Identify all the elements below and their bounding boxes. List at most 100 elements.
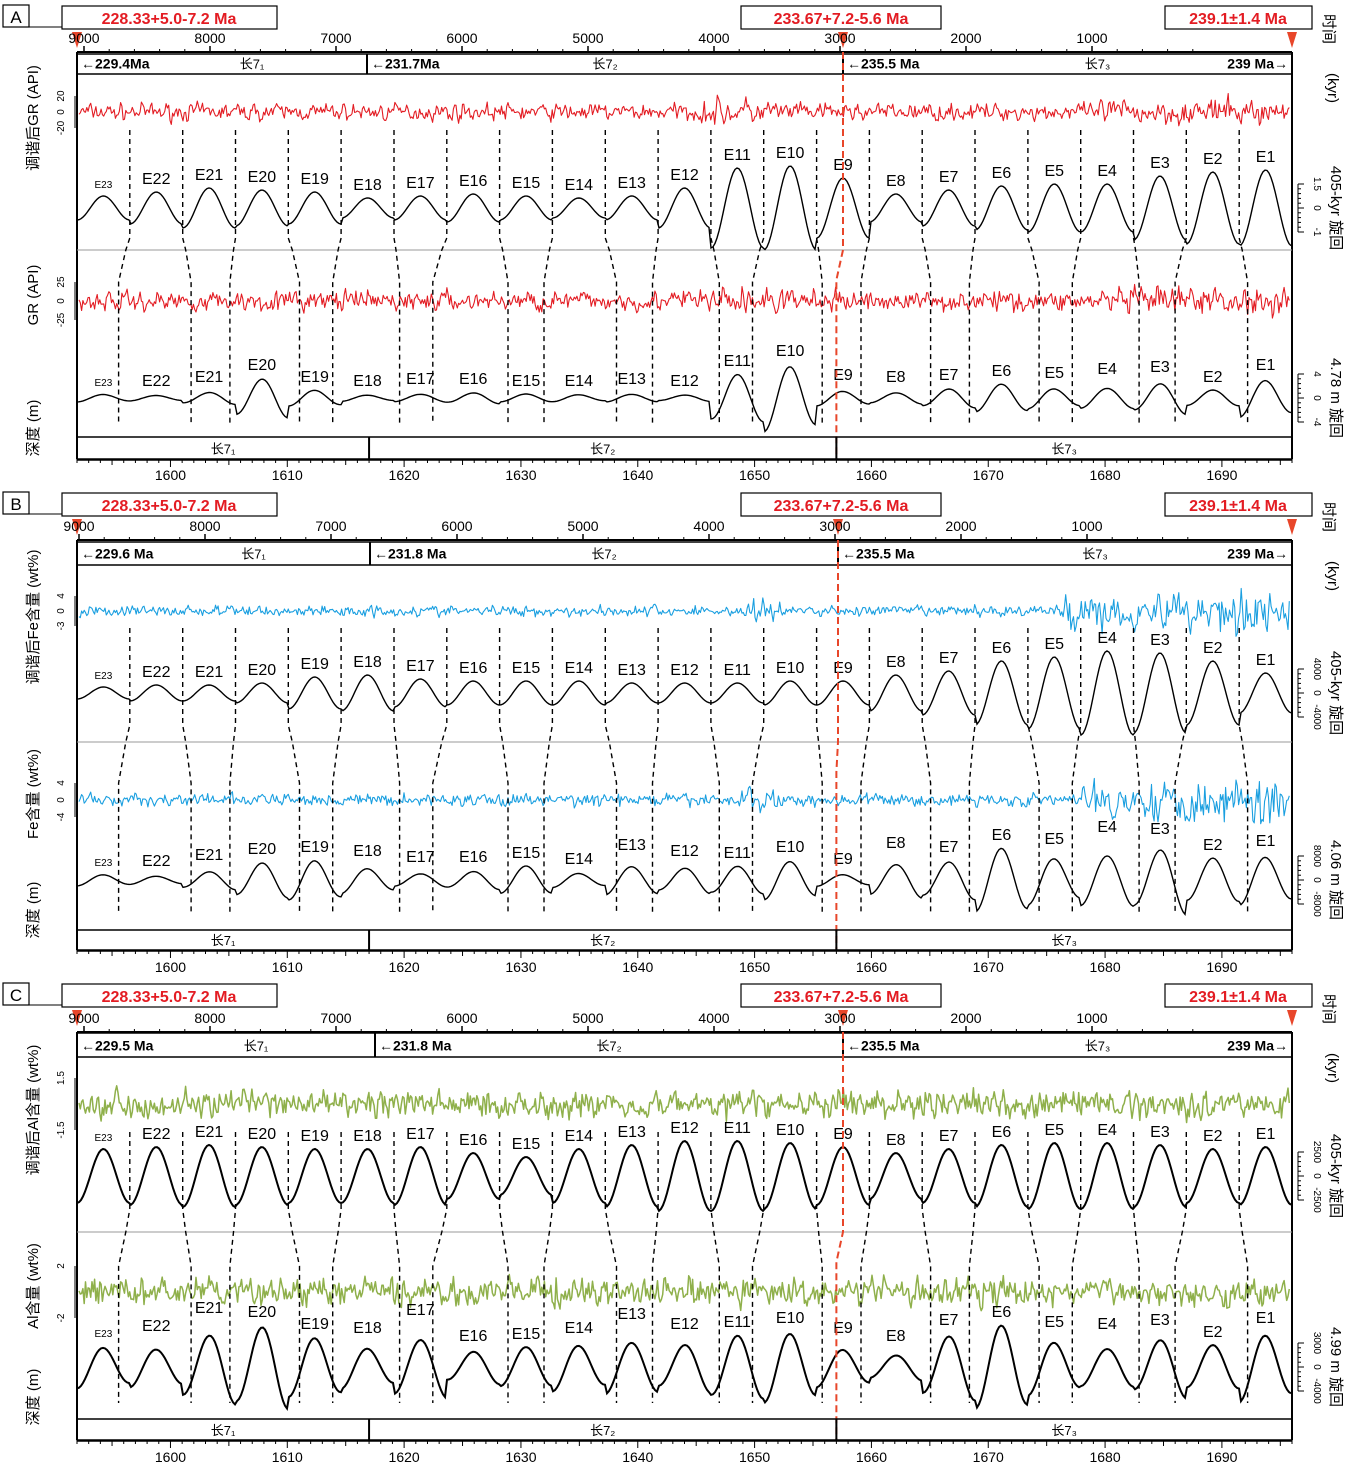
depth-tick-label: 1620 xyxy=(389,1449,420,1465)
cycle-correlation-line xyxy=(543,130,554,424)
unit-age-label: ←229.6 Ma xyxy=(81,546,154,562)
cycle-label-depth: E18 xyxy=(353,843,382,860)
cycle-correlation-line xyxy=(117,1132,131,1403)
depth-unit-name: 长7₃ xyxy=(1051,933,1077,948)
time-axis-unit: (kyr) xyxy=(1324,1053,1341,1083)
cycle-correlation-line xyxy=(1071,130,1082,424)
depth-tick-label: 1680 xyxy=(1089,959,1120,975)
depth-tick-label: 1670 xyxy=(973,959,1004,975)
red-age-label: 239.1±1.4 Ma xyxy=(1189,11,1287,28)
cycle-label-depth: E23 xyxy=(95,378,113,389)
time-tick-label: 6000 xyxy=(446,1010,477,1026)
unit-age-label: ←235.5 Ma xyxy=(847,1037,920,1053)
cycle-label-depth: E5 xyxy=(1044,365,1064,382)
unit-age-label: ←231.8 Ma xyxy=(374,546,447,562)
time-axis-title: 时间 xyxy=(1320,502,1337,532)
age-arrow-icon xyxy=(838,32,848,48)
cycle-correlation-line xyxy=(815,628,823,912)
depth-unit-bar xyxy=(76,1418,1293,1441)
time-tick-label: 7000 xyxy=(315,518,346,534)
cycle-label-tuned: E21 xyxy=(195,167,224,184)
cycle-label-tuned: E14 xyxy=(565,660,594,677)
cycle-label-depth: E21 xyxy=(195,847,224,864)
cycle-correlation-line xyxy=(1174,1132,1187,1403)
cycle-correlation-line xyxy=(182,1132,192,1403)
depth-tick-label: 1690 xyxy=(1206,1449,1237,1465)
cycle-correlation-line xyxy=(287,1132,301,1403)
tuned-signal-tick-label: 4 xyxy=(56,593,67,599)
panel-b: B 228.33+5.0-7.2 Ma 233.67+7.2-5.6 Ma 239.1… xyxy=(2,491,1344,975)
cycle-label-tuned: E19 xyxy=(300,656,329,673)
cycle-label-depth: E20 xyxy=(248,357,277,374)
panel-letter: C xyxy=(10,986,22,1005)
depth-tick-label: 1610 xyxy=(272,467,303,483)
cycle-label-tuned: E6 xyxy=(992,165,1012,182)
cycle-label-tuned: E11 xyxy=(724,662,751,679)
cycle-correlation-line xyxy=(604,1132,618,1403)
red-age-label: 233.67+7.2-5.6 Ma xyxy=(774,989,909,1006)
tuned-signal-line xyxy=(78,587,1290,637)
cycle-label-depth: E8 xyxy=(886,369,906,386)
unit-age-label: ←235.5 Ma xyxy=(847,55,920,71)
cycle-label-tuned: E5 xyxy=(1044,1122,1064,1139)
depth-tick-label: 1680 xyxy=(1089,1449,1120,1465)
cycle-label-tuned: E17 xyxy=(406,658,435,675)
cycle-correlation-line xyxy=(287,130,301,424)
cycle-label-depth: E20 xyxy=(248,1304,277,1321)
unit-name: 长7₂ xyxy=(591,547,616,562)
cycle-label-tuned: E2 xyxy=(1203,640,1223,657)
cycle-label-tuned: E14 xyxy=(565,1128,594,1145)
panel-c: C 228.33+5.0-7.2 Ma 233.67+7.2-5.6 Ma 239.1… xyxy=(2,982,1344,1465)
panel-letter-box xyxy=(2,4,30,28)
cycle-label-depth: E15 xyxy=(512,373,541,390)
cycle-correlation-line xyxy=(651,1132,659,1403)
cycle-label-depth: E18 xyxy=(353,1320,382,1337)
unit-name: 长7₂ xyxy=(596,1038,621,1053)
cycle-correlation-line xyxy=(332,628,342,912)
cycle-label-tuned: E8 xyxy=(886,654,906,671)
time-tick-label: 3000 xyxy=(819,518,850,534)
unit-age-label: ←229.5 Ma xyxy=(81,1037,154,1053)
cycle-correlation-line xyxy=(1027,1132,1040,1403)
time-axis-title: 时间 xyxy=(1320,14,1337,44)
cycle-label-depth: E6 xyxy=(992,363,1012,380)
cycle-label-depth: E14 xyxy=(565,1320,594,1337)
cycle-label-depth: E14 xyxy=(565,851,594,868)
cycle-label-tuned: E2 xyxy=(1203,151,1223,168)
filter-top-tick-label: 0 xyxy=(1311,1173,1322,1179)
tuned-signal-tick-label: -3 xyxy=(56,621,67,630)
filter-top-title: 405-kyr 旋回 xyxy=(1327,651,1344,735)
cycle-correlation-line xyxy=(229,628,237,912)
time-axis-unit: (kyr) xyxy=(1324,561,1341,591)
cycle-correlation-line xyxy=(432,1132,448,1403)
red-boundary-line xyxy=(835,540,839,950)
cycle-label-depth: E12 xyxy=(670,1316,699,1333)
cycle-label-tuned: E8 xyxy=(886,1132,906,1149)
unit-name: 长7₂ xyxy=(592,56,617,71)
cycle-label-depth: E19 xyxy=(300,1316,329,1333)
cycle-label-depth: E5 xyxy=(1044,831,1064,848)
cycle-label-tuned: E21 xyxy=(195,664,224,681)
filter-top-tick-label: 1.5 xyxy=(1311,177,1322,191)
age-arrow-icon xyxy=(1287,519,1297,535)
red-age-label: 228.33+5.0-7.2 Ma xyxy=(102,498,237,515)
cycle-label-depth: E16 xyxy=(459,371,488,388)
filter-top-tick-label: -2500 xyxy=(1311,1187,1322,1213)
cycle-label-tuned: E9 xyxy=(833,660,853,677)
cycle-correlation-line xyxy=(182,130,192,424)
cycle-label-tuned: E7 xyxy=(939,650,959,667)
cycle-correlation-line xyxy=(432,628,448,912)
cycle-label-tuned: E12 xyxy=(670,1120,699,1137)
cycle-label-tuned: E23 xyxy=(95,180,113,191)
panel-a: A 228.33+5.0-7.2 Ma 233.67+7.2-5.6 Ma 239.1… xyxy=(2,4,1344,483)
cycle-label-depth: E12 xyxy=(670,843,699,860)
depth-axis-title: 深度 (m) xyxy=(25,1369,42,1426)
time-tick-label: 6000 xyxy=(441,518,472,534)
cycle-label-depth: E10 xyxy=(776,1310,805,1327)
depth-tick-label: 1650 xyxy=(739,1449,770,1465)
cycle-label-tuned: E15 xyxy=(512,175,541,192)
filtered-405kyr-cycle-line xyxy=(76,650,1292,737)
cycle-label-depth: E8 xyxy=(886,835,906,852)
unit-age-label: 239 Ma→ xyxy=(1227,1037,1288,1053)
filtered-405kyr-cycle-line xyxy=(76,165,1292,252)
